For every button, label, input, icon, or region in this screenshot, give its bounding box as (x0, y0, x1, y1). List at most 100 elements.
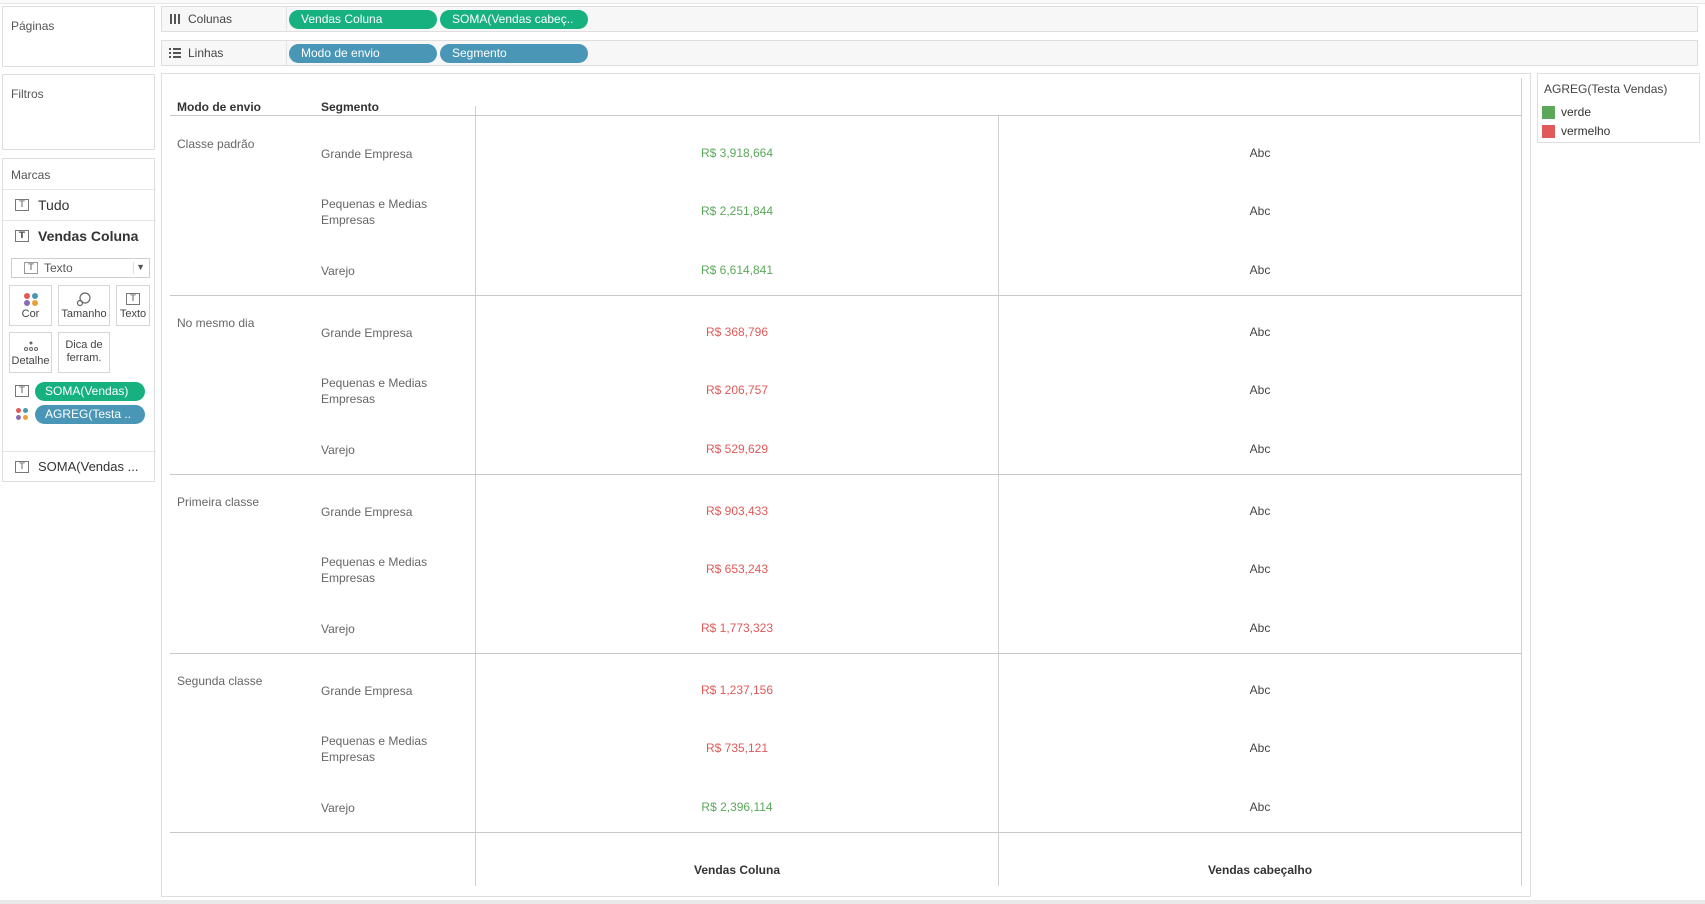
header-ship-mode[interactable]: Modo de envio (177, 100, 261, 114)
segment-label[interactable]: Pequenas e Medias Empresas (321, 734, 428, 764)
ship-mode-label[interactable]: No mesmo dia (177, 316, 255, 330)
legend-title: AGREG(Testa Vendas) (1544, 82, 1668, 96)
ship-mode-label[interactable]: Primeira classe (177, 495, 260, 509)
segment-label[interactable]: Grande Empresa (321, 147, 413, 161)
sales-value-cell[interactable]: R$ 6,614,841 (700, 263, 774, 277)
mark-type-value: Texto (44, 261, 73, 275)
group-divider (170, 832, 1522, 833)
segment-label[interactable]: Pequenas e Medias Empresas (321, 197, 428, 227)
legend-item-vermelho[interactable]: vermelho (1542, 124, 1610, 138)
columns-icon (168, 12, 182, 26)
sales-value-cell[interactable]: R$ 368,796 (705, 325, 769, 339)
marks-field-aggreg[interactable]: AGREG(Testa .. (15, 404, 145, 424)
sales-value-cell[interactable]: R$ 653,243 (705, 562, 769, 576)
segment-label[interactable]: Varejo (321, 264, 355, 278)
header-abc-cell[interactable]: Abc (1249, 204, 1271, 218)
marks-title: Marcas (11, 168, 51, 182)
text-button-label: Texto (119, 308, 147, 320)
worksheet-view[interactable]: Modo de envio Segmento Vendas Coluna Ven… (161, 73, 1531, 897)
marks-all-label: Tudo (38, 196, 70, 213)
segment-label[interactable]: Grande Empresa (321, 684, 413, 698)
detail-button[interactable]: Detalhe (9, 332, 52, 373)
size-button-label: Tamanho (61, 308, 107, 320)
segment-label[interactable]: Varejo (321, 801, 355, 815)
columns-label: Colunas (188, 12, 233, 26)
header-abc-cell[interactable]: Abc (1249, 383, 1271, 397)
header-abc-cell[interactable]: Abc (1249, 741, 1271, 755)
text-button[interactable]: T Texto (116, 285, 150, 326)
header-abc-cell[interactable]: Abc (1249, 325, 1271, 339)
sales-value-cell[interactable]: R$ 1,773,323 (700, 621, 774, 635)
vendas-coluna-pill[interactable]: Vendas Coluna (289, 10, 437, 29)
group-divider (170, 653, 1522, 654)
header-abc-cell[interactable]: Abc (1249, 504, 1271, 518)
size-icon (59, 286, 109, 308)
detail-button-label: Detalhe (11, 355, 50, 367)
header-abc-cell[interactable]: Abc (1249, 800, 1271, 814)
mark-type-dropdown[interactable]: T Texto ▼ (11, 258, 150, 278)
filters-title: Filtros (11, 87, 44, 101)
segmento-pill[interactable]: Segmento (440, 44, 588, 63)
color-dots-icon (15, 407, 29, 421)
text-mark-icon: T (15, 460, 29, 473)
sales-value-cell[interactable]: R$ 903,433 (705, 504, 769, 518)
rows-shelf[interactable]: Linhas Modo de envio Segmento (161, 40, 1698, 66)
ship-mode-label[interactable]: Classe padrão (177, 137, 255, 151)
header-abc-cell[interactable]: Abc (1249, 442, 1271, 456)
header-abc-cell[interactable]: Abc (1249, 562, 1271, 576)
marks-active-label: Vendas Coluna (38, 227, 139, 244)
sales-value-cell[interactable]: R$ 206,757 (705, 383, 769, 397)
header-abc-cell[interactable]: Abc (1249, 146, 1271, 160)
marks-secondary-tab[interactable]: T SOMA(Vendas ... (3, 451, 156, 481)
pages-card[interactable]: Páginas (2, 6, 155, 67)
sales-value-cell[interactable]: R$ 2,251,844 (700, 204, 774, 218)
header-segment[interactable]: Segmento (321, 100, 380, 114)
soma-vendas-cabecalho-pill[interactable]: SOMA(Vendas cabeç.. (440, 10, 588, 29)
text-icon: T (117, 286, 149, 308)
footer-vendas-coluna[interactable]: Vendas Coluna (693, 863, 781, 877)
segment-label[interactable]: Pequenas e Medias Empresas (321, 555, 428, 585)
sales-value-cell[interactable]: R$ 529,629 (705, 442, 769, 456)
sales-value-cell[interactable]: R$ 3,918,664 (700, 146, 774, 160)
segment-label[interactable]: Grande Empresa (321, 505, 413, 519)
group-divider (170, 474, 1522, 475)
aggreg-test-pill[interactable]: AGREG(Testa .. (35, 404, 145, 424)
segment-label[interactable]: Varejo (321, 443, 355, 457)
columns-shelf[interactable]: Colunas Vendas Coluna SOMA(Vendas cabeç.… (161, 6, 1698, 32)
legend-swatch-vermelho (1542, 124, 1555, 138)
sales-value-cell[interactable]: R$ 2,396,114 (701, 800, 773, 814)
sum-sales-pill[interactable]: SOMA(Vendas) (35, 381, 145, 401)
tooltip-button-label: Dica de ferram. (65, 339, 103, 364)
header-abc-cell[interactable]: Abc (1249, 263, 1271, 277)
segment-label[interactable]: Grande Empresa (321, 326, 413, 340)
header-abc-cell[interactable]: Abc (1249, 683, 1271, 697)
marks-active-tab[interactable]: T Vendas Coluna (3, 220, 156, 250)
rows-shelf-label: Linhas (162, 41, 287, 65)
header-abc-cell[interactable]: Abc (1249, 621, 1271, 635)
segment-label[interactable]: Varejo (321, 622, 355, 636)
rows-icon (168, 46, 182, 60)
color-legend[interactable]: AGREG(Testa Vendas) verde vermelho (1537, 73, 1700, 143)
column-divider (475, 106, 476, 886)
filters-card[interactable]: Filtros (2, 74, 155, 150)
segment-label[interactable]: Pequenas e Medias Empresas (321, 376, 428, 406)
modo-de-envio-pill[interactable]: Modo de envio (289, 44, 437, 63)
group-divider (170, 295, 1522, 296)
tooltip-button[interactable]: Dica de ferram. (58, 332, 110, 373)
pages-title: Páginas (11, 19, 55, 33)
legend-label-verde: verde (1561, 105, 1592, 119)
top-toolbar-strip (0, 0, 1705, 4)
marks-field-sales[interactable]: T SOMA(Vendas) (15, 381, 145, 401)
ship-mode-label[interactable]: Segunda classe (177, 674, 263, 688)
legend-label-vermelho: vermelho (1561, 124, 1611, 138)
marks-card: Marcas T Tudo T Vendas Coluna T Texto ▼ … (2, 158, 156, 482)
color-button[interactable]: Cor (9, 285, 52, 326)
legend-item-verde[interactable]: verde (1542, 105, 1591, 119)
text-icon: T (15, 385, 29, 397)
size-button[interactable]: Tamanho (58, 285, 110, 326)
color-button-label: Cor (21, 308, 40, 320)
marks-all-tab[interactable]: T Tudo (3, 189, 156, 219)
sales-value-cell[interactable]: R$ 735,121 (705, 741, 769, 755)
sales-value-cell[interactable]: R$ 1,237,156 (700, 683, 774, 697)
footer-vendas-cabecalho[interactable]: Vendas cabeçalho (1207, 863, 1313, 877)
